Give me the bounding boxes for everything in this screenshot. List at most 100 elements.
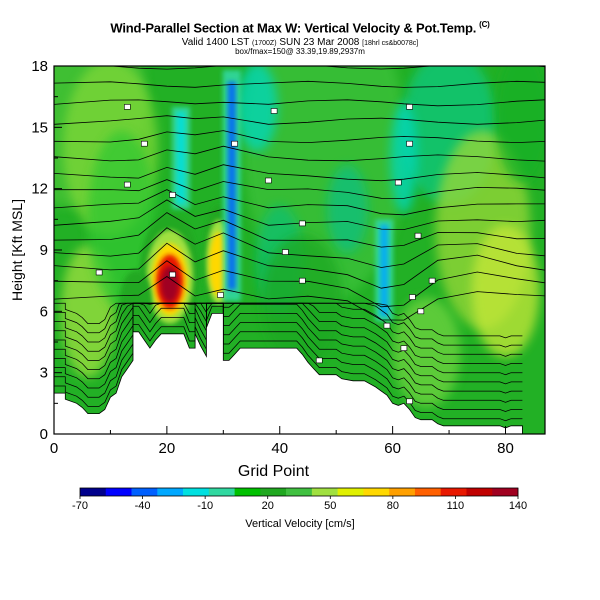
contour-label-11 [282,249,289,255]
colorbar-tick-label-1: -40 [135,500,151,512]
field-patch-12 [87,131,156,308]
downdraft-0-core [227,81,236,290]
colorbar-swatch-2 [131,488,158,496]
theta-contour-8 [54,164,545,182]
low-contour-9 [54,302,523,339]
theta-contour-13 [54,80,545,88]
colorbar-swatch-14 [440,488,467,496]
colorbar-tick-label-2: -10 [197,500,213,512]
contour-label-8 [270,108,278,114]
contour-label-15 [400,345,408,351]
contour-label-1 [140,140,148,147]
colorbar-swatch-16 [492,488,519,496]
field-patch-14 [261,234,343,368]
x-tick-label-3: 60 [384,440,401,457]
contour-label-0 [124,104,131,110]
valid-prefix: Valid 1400 LST [181,37,250,48]
valid-suffix: [18hrl cs&b0078c] [362,40,419,47]
downdraft-1-core [380,224,389,317]
x-tick-label-4: 80 [497,440,514,457]
contour-label-9 [265,177,272,184]
contour-label-4 [95,269,103,276]
x-tick-label-2: 40 [271,440,288,457]
colorbar-tick-label-7: 140 [509,500,527,512]
y-tick-label-4: 12 [31,181,48,198]
colorbar-tick-label-0: -70 [72,500,88,512]
theta-contour-2 [54,242,545,289]
theta-contour-9 [54,145,545,162]
contour-label-17 [409,294,416,300]
valid-date: SUN 23 Mar 2008 [279,37,360,48]
theta-contour-11 [54,115,545,125]
theta-contour-0 [54,276,545,321]
colorbar-swatch-8 [286,488,313,496]
colorbar-swatch-9 [311,488,338,496]
contour-label-23 [406,104,413,110]
colorbar-swatch-1 [105,488,132,496]
theta-contour-1 [54,260,545,308]
x-tick-label-0: 0 [50,440,58,457]
contour-label-14 [383,322,391,329]
contour-label-10 [299,220,306,227]
field-patches [54,66,545,408]
theta-contour-10 [54,130,545,144]
contour-label-7 [231,140,238,147]
terrain-mask [54,313,523,434]
copyright-mark: (C) [479,20,490,29]
theta-contour-12 [54,99,545,107]
field-patch-8 [327,164,368,254]
y-axis-label: Height [Kft MSL] [9,199,25,301]
theta-contours [54,66,545,422]
colorbar-tick-label-4: 50 [324,500,336,512]
colorbar-swatch-0 [80,488,107,496]
theta-contour-3 [54,227,545,268]
theta-contour-5 [54,199,545,231]
colorbar-swatch-13 [414,488,442,496]
contour-label-19 [428,277,436,284]
colorbar-swatch-15 [466,488,493,496]
theta-contour-7 [54,179,545,199]
colorbar-swatch-6 [234,488,261,496]
colorbar-swatch-12 [389,488,416,496]
y-tick-label-3: 9 [40,242,48,259]
contour-label-16 [406,398,413,405]
x-tick-label-1: 20 [159,440,176,457]
colorbar-tick-label-6: 110 [447,500,465,512]
axes: 0 20 40 60 80 0 3 6 9 12 15 18 Grid Point Height [Kft… [9,58,514,480]
colorbar-swatch-5 [208,488,235,496]
colorbar-swatch-7 [260,488,287,496]
colorbar-swatch-10 [337,488,364,496]
colorbar-tick-label-5: 80 [387,500,399,512]
contour-label-6 [217,292,224,298]
box-info-line: box/fmax=150@ 33.39,19.89,2937m [0,47,600,56]
colorbar-frame [79,487,519,497]
colorbar: -70 -40 -10 20 50 80 110 140 Vertical Velocity [… [72,487,527,530]
valid-utc: (1700Z) [252,40,277,47]
velocity-field [54,66,545,434]
theta-contour-14 [104,66,545,70]
contour-label-21 [394,179,402,186]
contour-label-3 [169,192,176,198]
theta-contour-6 [54,189,545,216]
field-patch-9 [236,66,278,152]
field-patch-10 [390,102,418,214]
updraft-0-layer-4 [160,265,179,303]
contour-label-13 [315,357,323,364]
y-tick-label-1: 3 [40,365,48,382]
colorbar-label: Vertical Velocity [cm/s] [245,518,354,530]
box-info-text: box/fmax=150@ 33.39,19.89,2937m [235,47,365,56]
valid-time-line: Valid 1400 LST (1700Z) SUN 23 Mar 2008 [… [0,37,600,48]
contour-label-5 [169,271,176,278]
chart-title: Wind-Parallel Section at Max W: Vertical… [0,20,600,35]
colorbar-swatch-11 [363,488,390,496]
y-tick-label-6: 18 [31,58,48,75]
theta-contour-4 [54,212,545,248]
low-contour-5 [54,302,523,376]
updraft-2-layer-0 [119,270,152,332]
field-patch-13 [392,297,461,408]
colorbar-swatch-3 [157,488,184,496]
chart-title-text: Wind-Parallel Section at Max W: Vertical… [110,20,477,36]
contour-label-2 [124,181,131,188]
